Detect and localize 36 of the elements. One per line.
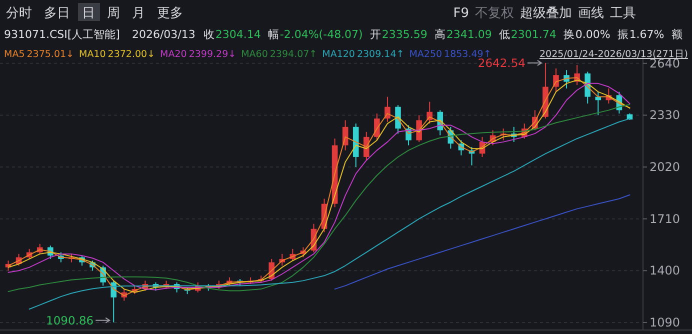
annotation: 2394.07↑ [270, 49, 318, 60]
y-tick-label: 2330 [649, 108, 680, 122]
annotation: 2372.00↓ [108, 49, 156, 60]
y-tick-label: 1090 [649, 315, 680, 330]
line-series [334, 194, 630, 290]
text: 低 [498, 28, 510, 41]
text: MA5 [4, 49, 25, 60]
text: 2301.74 [510, 28, 556, 41]
text: 0.00% [575, 28, 610, 41]
text: 换 [563, 28, 574, 41]
text: 2304.14 [215, 28, 261, 41]
text: 2335.59 [382, 28, 428, 41]
text: 1.67% [629, 28, 664, 41]
text: 收 [203, 28, 214, 41]
text: MA250 [409, 49, 442, 60]
y-tick-label: 1400 [649, 264, 680, 278]
annotation: 2309.14↑ [356, 49, 404, 60]
text: 开 [370, 28, 381, 41]
annotation: 2399.29↓ [188, 49, 236, 60]
chart-title: 931071.CSI[人工智能] [4, 28, 120, 41]
text: MA120 [322, 49, 355, 60]
y-tick-label: 1710 [649, 212, 680, 226]
text: -2.04%(-48.07) [280, 28, 363, 41]
text: MA20 [160, 49, 187, 60]
text: MA10 [79, 49, 106, 60]
annotation: 1090.86 [46, 313, 94, 328]
text: 幅 [268, 28, 279, 41]
text: 高 [434, 28, 446, 41]
text: 2341.09 [446, 28, 492, 41]
text: 振 [617, 28, 628, 41]
toolbar: 分时 多日 日 周 月 更多 F9 不复权 超级叠加 画线 工具 [6, 3, 636, 21]
y-tick-label: 2020 [649, 160, 680, 174]
annotation: 2375.01↓ [26, 49, 74, 60]
text: 额 [671, 28, 682, 41]
text: MA60 [241, 49, 268, 60]
text: 2026/03/13 [132, 28, 196, 41]
